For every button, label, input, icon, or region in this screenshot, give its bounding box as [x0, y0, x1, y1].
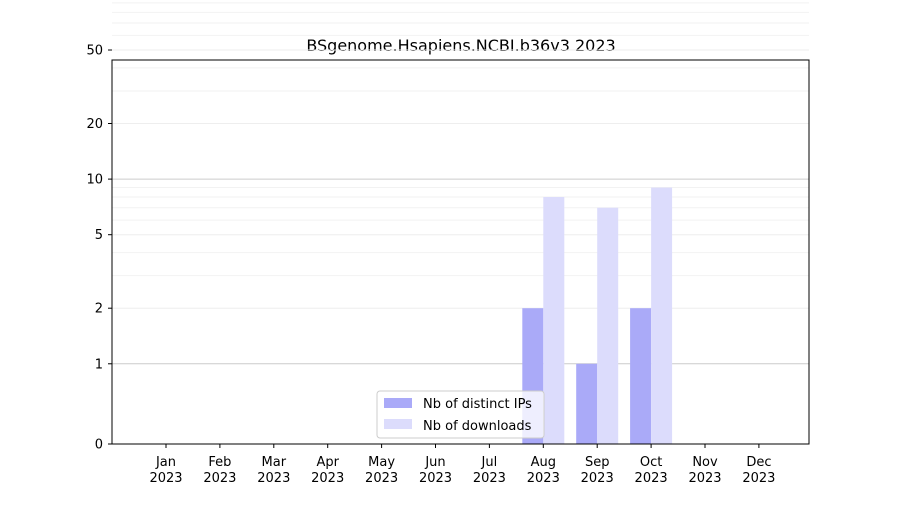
bar-downloads — [597, 207, 619, 444]
legend-label-downloads: Nb of downloads — [423, 419, 532, 434]
chart-title: BSgenome.Hsapiens.NCBI.b36v3 2023 — [306, 36, 615, 55]
legend-swatch-distinct-ips — [384, 398, 412, 408]
x-tick-label-month: Feb — [208, 455, 231, 470]
x-tick-label-year: 2023 — [473, 471, 506, 486]
x-tick-label-month: Jun — [424, 455, 445, 470]
legend-label-distinct-ips: Nb of distinct IPs — [423, 397, 532, 412]
y-tick-label: 50 — [86, 44, 103, 59]
x-tick-label-year: 2023 — [688, 471, 721, 486]
y-tick-label: 100 — [78, 0, 103, 3]
bars — [522, 187, 673, 444]
x-tick-label-month: Aug — [531, 455, 556, 470]
bar-distinct-ips — [630, 308, 652, 444]
legend: Nb of distinct IPs Nb of downloads — [376, 390, 545, 439]
x-tick-label-year: 2023 — [149, 471, 182, 486]
y-axis: 0 1 2 5 10 20 50 100 — [78, 0, 112, 453]
x-tick-label-month: Jan — [155, 455, 176, 470]
y-tick-label: 5 — [95, 228, 103, 243]
plot-frame — [111, 59, 810, 445]
x-axis: Jan2023Feb2023Mar2023Apr2023May2023Jun20… — [149, 444, 775, 486]
x-tick-label-month: Dec — [746, 455, 771, 470]
bar-distinct-ips — [576, 363, 598, 444]
x-tick-label-month: Jul — [481, 455, 498, 470]
x-tick-label-year: 2023 — [311, 471, 344, 486]
x-tick-label-month: Sep — [585, 455, 610, 470]
x-tick-label-month: Oct — [640, 455, 662, 470]
x-tick-label-month: May — [368, 455, 395, 470]
x-tick-label-month: Nov — [692, 455, 718, 470]
x-tick-label-year: 2023 — [419, 471, 452, 486]
grid-lines — [112, 2, 809, 365]
y-tick-label: 20 — [86, 117, 103, 132]
bar-downloads — [651, 187, 673, 444]
y-tick-label: 0 — [95, 438, 103, 453]
legend-swatch-downloads — [384, 419, 412, 429]
y-tick-label: 1 — [95, 357, 103, 372]
x-tick-label-month: Apr — [316, 455, 339, 470]
x-tick-label-year: 2023 — [527, 471, 560, 486]
y-tick-label: 10 — [86, 173, 103, 188]
legend-box — [376, 390, 545, 439]
bar-downloads — [543, 197, 565, 444]
x-tick-label-year: 2023 — [581, 471, 614, 486]
x-tick-label-year: 2023 — [635, 471, 668, 486]
x-tick-label-month: Mar — [262, 455, 287, 470]
x-tick-label-year: 2023 — [365, 471, 398, 486]
x-tick-label-year: 2023 — [742, 471, 775, 486]
x-tick-label-year: 2023 — [257, 471, 290, 486]
y-tick-label: 2 — [95, 302, 103, 317]
x-tick-label-year: 2023 — [203, 471, 236, 486]
